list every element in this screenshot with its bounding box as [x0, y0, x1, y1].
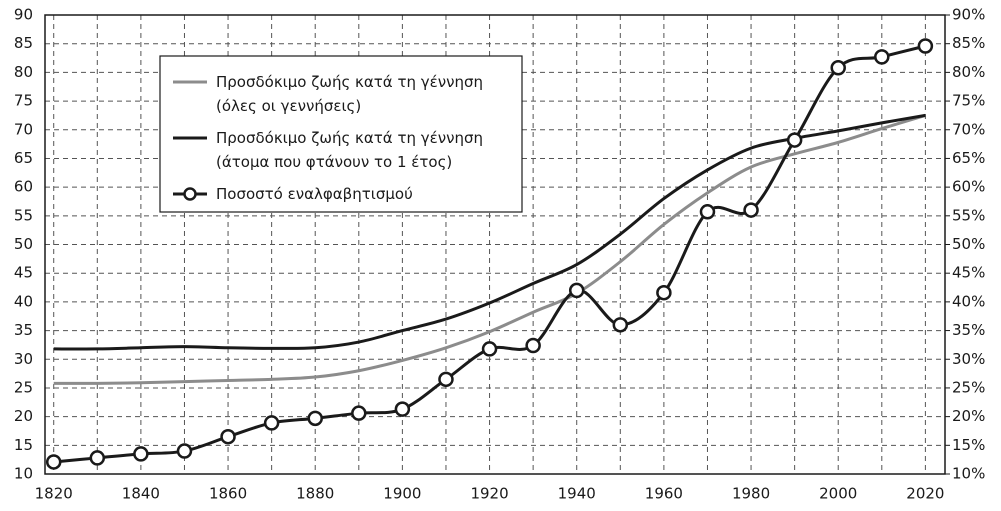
point-marker: [176, 443, 193, 459]
point-marker: [263, 415, 280, 431]
y-tick-label: 40: [14, 292, 33, 310]
point-marker: [89, 450, 106, 466]
x-tick-label: 1960: [645, 485, 683, 503]
y-tick-label: 60: [14, 178, 33, 196]
y2-tick-label: 65%: [952, 149, 985, 167]
point-marker: [220, 428, 236, 445]
point-marker: [394, 401, 411, 417]
point-marker: [307, 410, 323, 427]
y2-tick-label: 20%: [952, 407, 985, 425]
point-marker: [438, 371, 454, 388]
point-marker: [481, 341, 498, 357]
x-tick-label: 1980: [732, 485, 770, 503]
point-marker: [133, 446, 149, 462]
point-marker: [743, 202, 759, 218]
x-tick-label: 1900: [383, 485, 421, 503]
x-tick-label: 1840: [122, 485, 160, 503]
y2-tick-label: 40%: [952, 292, 985, 310]
series-line: [53, 44, 926, 464]
y-tick-label: 50: [14, 235, 33, 253]
legend-box: [159, 55, 523, 213]
y2-tick-label: 45%: [952, 264, 985, 282]
y-tick-label: 65: [14, 149, 33, 167]
y-tick-label: 80: [14, 63, 33, 81]
x-tick-label: 1860: [209, 485, 247, 503]
y2-tick-label: 75%: [952, 92, 985, 110]
x-tick-label: 1920: [470, 485, 508, 503]
legend-label: Ποσοστό εναλφαβητισμού: [216, 185, 413, 203]
y2-tick-label: 35%: [952, 321, 985, 339]
x-tick-label: 1880: [296, 485, 334, 503]
point-marker: [699, 204, 716, 220]
y-tick-label: 30: [14, 350, 33, 368]
y2-tick-label: 15%: [952, 436, 985, 454]
x-tick-label: 2000: [819, 485, 857, 503]
point-marker: [917, 38, 934, 54]
series-line: [53, 113, 926, 385]
point-marker: [351, 405, 367, 421]
y2-tick-label: 25%: [952, 378, 985, 396]
point-marker: [525, 337, 541, 354]
point-marker: [830, 60, 846, 76]
y2-tick-label: 70%: [952, 120, 985, 138]
point-marker: [568, 282, 585, 299]
point-marker: [786, 132, 803, 148]
y-tick-label: 75: [14, 92, 33, 110]
y2-tick-label: 80%: [952, 63, 985, 81]
point-marker: [656, 284, 672, 301]
y-tick-label: 10: [14, 465, 33, 483]
y-tick-label: 85: [14, 34, 33, 52]
legend-marker: [183, 187, 197, 201]
y2-tick-label: 90%: [952, 6, 985, 24]
y-tick-label: 15: [14, 436, 33, 454]
point-marker: [45, 454, 62, 470]
y2-tick-label: 60%: [952, 178, 985, 196]
y2-tick-label: 50%: [952, 235, 985, 253]
x-tick-label: 2020: [906, 485, 944, 503]
y2-tick-label: 10%: [952, 465, 985, 483]
y2-tick-label: 85%: [952, 34, 985, 52]
x-tick-label: 1820: [35, 485, 73, 503]
y-tick-label: 55: [14, 206, 33, 224]
point-marker: [612, 317, 629, 333]
y2-tick-label: 30%: [952, 350, 985, 368]
legend-label: Προσδόκιμο ζωής κατά τη γέννηση (άτομα πο…: [216, 129, 483, 171]
y2-tick-label: 55%: [952, 206, 985, 224]
legend-label: Προσδόκιμο ζωής κατά τη γέννηση (όλες οι …: [216, 73, 483, 115]
y-tick-label: 45: [14, 264, 33, 282]
x-tick-label: 1940: [558, 485, 596, 503]
y-tick-label: 20: [14, 407, 33, 425]
series-line: [53, 113, 926, 351]
point-marker: [874, 49, 890, 65]
y-tick-label: 70: [14, 120, 33, 138]
y-tick-label: 25: [14, 378, 33, 396]
y-tick-label: 35: [14, 321, 33, 339]
legend: Προσδόκιμο ζωής κατά τη γέννηση (όλες οι …: [159, 55, 523, 213]
y-tick-label: 90: [14, 6, 33, 24]
